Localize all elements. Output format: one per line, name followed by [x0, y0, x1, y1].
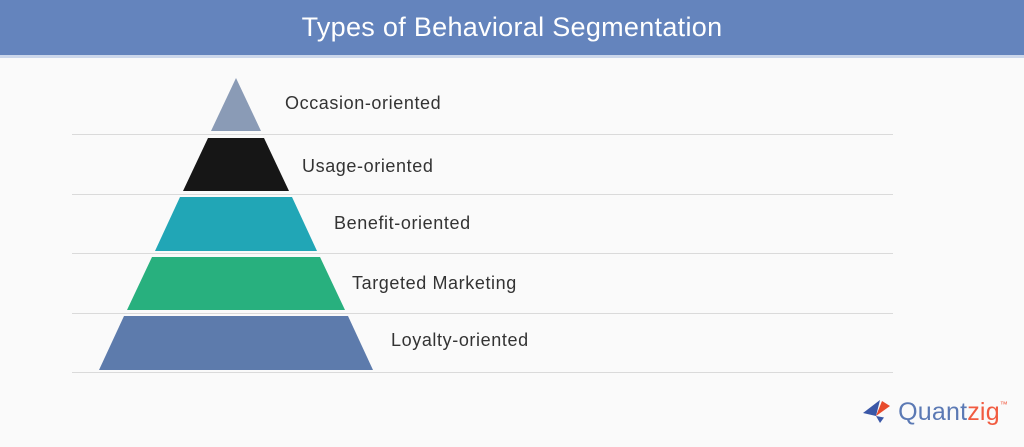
quantzig-logo-text: Quant zig ™ — [898, 398, 1008, 427]
level-label-loyalty: Loyalty-oriented — [391, 330, 529, 350]
logo-text-zig: zig — [967, 398, 1000, 426]
pyramid-level-benefit — [155, 197, 317, 251]
level-divider — [72, 313, 893, 314]
quantzig-logo: Quant zig ™ — [863, 398, 1008, 427]
level-label-usage: Usage-oriented — [302, 156, 434, 176]
logo-trademark: ™ — [999, 400, 1008, 409]
level-divider — [72, 253, 893, 254]
level-divider — [72, 372, 893, 373]
logo-text-quant: Quant — [898, 398, 968, 426]
pyramid-level-targeted — [127, 257, 345, 310]
level-divider — [72, 194, 893, 195]
header-bar: Types of Behavioral Segmentation — [0, 0, 1024, 58]
level-divider — [72, 134, 893, 135]
pyramid-level-usage — [183, 138, 289, 191]
page-title: Types of Behavioral Segmentation — [301, 12, 723, 42]
level-label-targeted: Targeted Marketing — [352, 273, 517, 293]
pyramid-level-occasion — [211, 78, 261, 131]
level-label-benefit: Benefit-oriented — [334, 213, 471, 233]
pyramid-level-loyalty — [99, 316, 373, 370]
level-label-occasion: Occasion-oriented — [285, 93, 442, 113]
quantzig-logo-icon — [863, 399, 891, 423]
